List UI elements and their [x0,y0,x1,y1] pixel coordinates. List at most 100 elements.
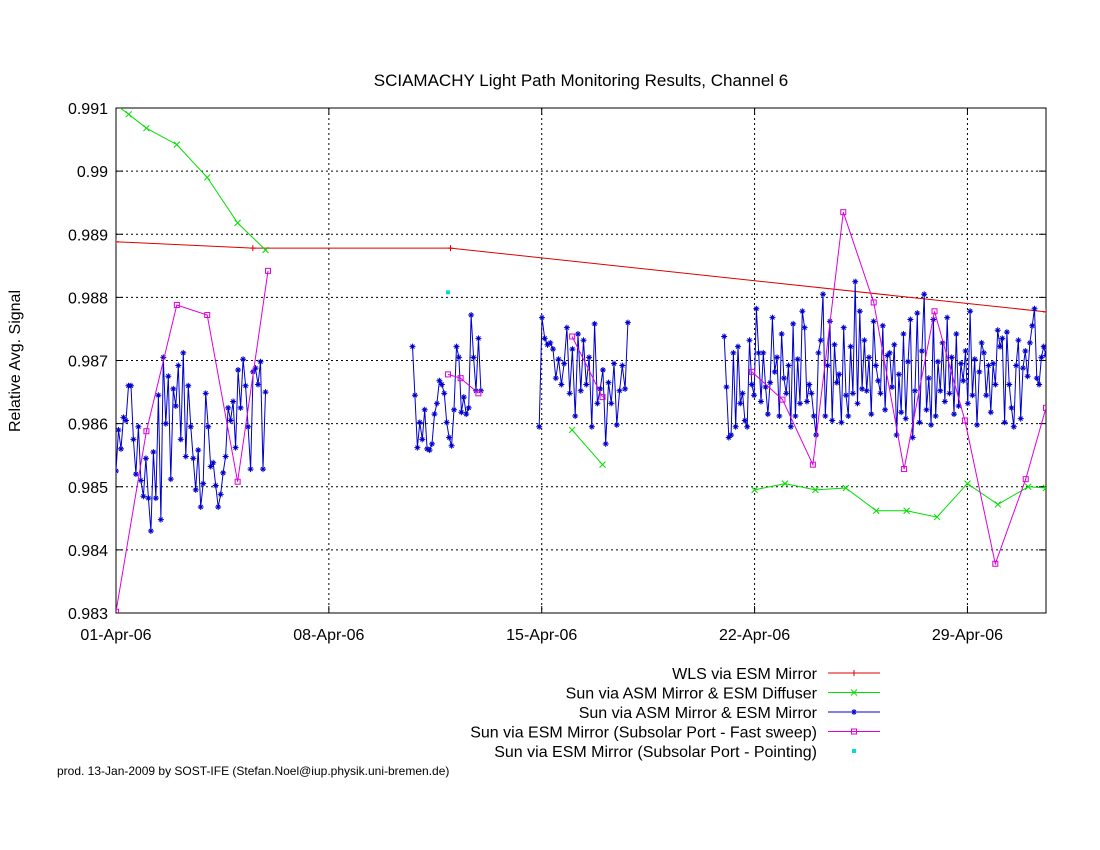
data-point [550,346,557,353]
data-point [424,445,431,452]
data-point [888,384,895,391]
data-point [971,356,978,363]
series-5 [445,290,450,295]
data-point [781,480,789,487]
data-point [135,423,142,430]
data-point [569,333,576,340]
x-ticks: 01-Apr-06 08-Apr-06 15-Apr-06 22-Apr-06 29-A… [80,108,1003,644]
legend-swatch-marker [851,670,857,676]
legend-swatch-marker [850,689,858,696]
data-point [591,320,598,327]
data-point [203,174,211,181]
data-point [172,402,179,409]
data-point [1024,483,1032,491]
data-point [566,390,573,397]
y-tick-label: 0.987 [68,354,108,371]
data-point [953,330,960,337]
data-point [426,447,433,454]
data-point [957,360,964,367]
data-point [265,267,272,274]
data-point [964,480,971,487]
data-point [1024,373,1031,380]
data-point [757,398,764,405]
legend-label: Sun via ASM Mirror & ESM Mirror [579,705,818,722]
data-point [946,390,953,397]
data-point [197,503,204,510]
data-point [997,343,1004,350]
data-point [227,417,234,424]
x-tick-label: 29-Apr-06 [932,627,1003,644]
data-point [872,507,880,515]
data-point [764,411,771,418]
data-point [1013,362,1020,369]
data-point [916,419,923,426]
data-point [939,339,946,346]
data-point [1015,337,1022,344]
data-point [803,398,810,405]
data-point [836,371,843,378]
data-point [824,362,831,369]
data-point [1008,404,1015,411]
data-point [785,362,792,369]
data-point [204,312,211,319]
data-point [809,461,816,468]
data-point [416,419,423,426]
data-point [753,305,760,312]
series-line [116,270,269,612]
data-point [760,349,767,356]
data-point [235,366,242,373]
data-point [455,354,462,361]
data-point [202,390,209,397]
data-point [599,461,606,469]
data-point [177,436,184,443]
data-point [907,316,914,323]
data-point [859,385,866,392]
data-point [210,459,217,466]
data-point [605,379,612,386]
series-line [571,429,603,466]
data-point [992,560,999,567]
data-point [200,480,207,487]
data-point [143,124,150,132]
data-point [851,670,857,676]
data-point [934,358,941,365]
data-point [990,360,997,367]
data-point [147,527,154,534]
data-point [843,392,850,399]
data-point [205,423,212,430]
data-point [192,486,199,493]
data-point [451,406,458,413]
legend-swatch-marker [851,728,857,735]
x-tick-label: 01-Apr-06 [80,627,151,644]
y-tick-label: 0.984 [68,543,108,560]
data-point [125,110,133,118]
data-point [1038,354,1045,361]
data-point [937,387,944,394]
series-2 [118,108,1046,521]
data-point [470,354,477,361]
data-point [728,431,735,438]
data-point [475,390,482,397]
data-point [951,411,958,418]
series-line [412,314,482,451]
data-point [799,308,806,315]
series-line [447,373,479,394]
data-point [468,312,475,319]
data-point [414,444,421,451]
y-tick-label: 0.986 [68,417,108,434]
series-line [119,108,266,251]
series-line [571,336,603,398]
data-point [170,385,177,392]
y-tick-label: 0.99 [77,164,108,181]
legend-label: Sun via ASM Mirror & ESM Diffuser [566,686,818,703]
y-axis-label: Relative Avg. Signal [7,290,24,432]
data-point [155,392,162,399]
data-point [751,486,758,494]
data-point [933,513,941,521]
data-point [744,423,751,430]
data-point [624,319,631,326]
data-point [247,466,254,473]
data-point [815,349,822,356]
data-point [140,493,147,500]
data-point [237,404,244,411]
